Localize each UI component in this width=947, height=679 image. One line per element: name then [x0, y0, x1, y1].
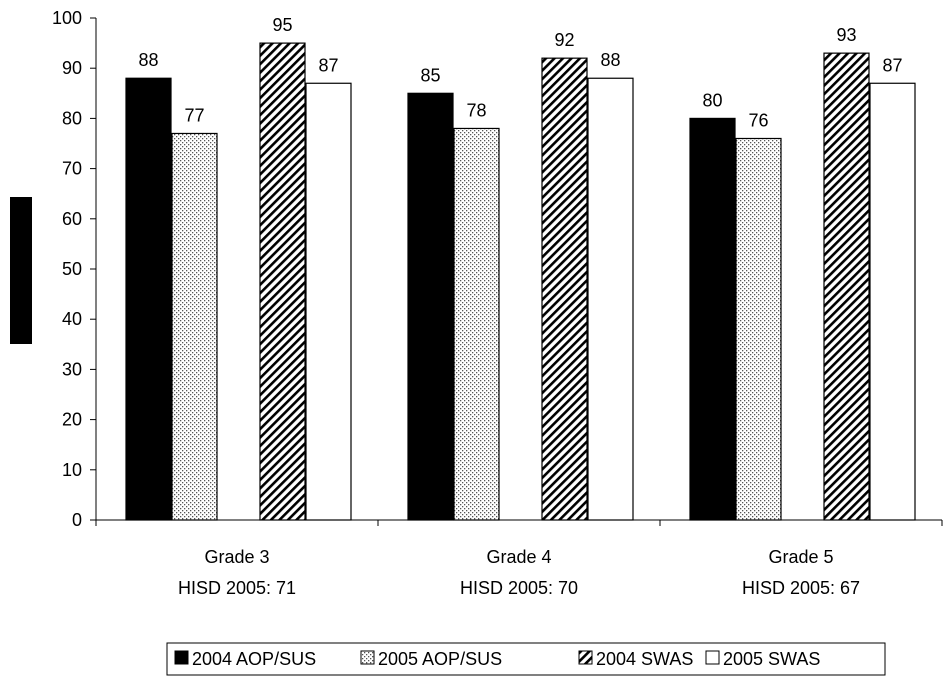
legend-swatch-2004-aop-sus [174, 650, 189, 665]
legend-label-2005-aop-sus: 2005 AOP/SUS [378, 649, 502, 669]
y-axis-label-block [10, 197, 32, 344]
bar-2005-swas-grade-3 [305, 82, 352, 521]
data-label-2004-swas-grade-5: 93 [836, 25, 856, 45]
y-tick-label: 0 [72, 510, 82, 530]
y-tick-label: 60 [62, 209, 82, 229]
data-label-2005-aop-sus-grade-4: 78 [466, 100, 486, 120]
bar-2004-swas-grade-5 [823, 52, 870, 521]
data-label-2004-swas-grade-3: 95 [272, 15, 292, 35]
data-label-2004-swas-grade-4: 92 [554, 30, 574, 50]
data-label-2004-aop-sus-grade-4: 85 [420, 65, 440, 85]
axes-layer: 0 10 20 30 40 50 60 70 80 90 100 Grade 3 HISD 2005: … [52, 8, 943, 598]
y-tick-label: 40 [62, 309, 82, 329]
legend-label-2005-swas: 2005 SWAS [723, 649, 820, 669]
y-tick-label: 30 [62, 359, 82, 379]
bar-2005-aop-sus-grade-4 [453, 127, 500, 521]
data-label-2005-swas-grade-5: 87 [882, 55, 902, 75]
data-label-2005-swas-grade-4: 88 [600, 50, 620, 70]
data-label-2005-aop-sus-grade-5: 76 [748, 110, 768, 130]
legend-swatch-2005-aop-sus [360, 650, 375, 665]
legend: 2004 AOP/SUS 2005 AOP/SUS 2004 SWAS 2005 SW… [166, 642, 886, 676]
category-label: Grade 4 [486, 547, 551, 567]
y-tick-label: 80 [62, 108, 82, 128]
category-sublabel: HISD 2005: 70 [460, 578, 578, 598]
legend-swatch-2004-swas [578, 650, 593, 665]
data-label-2004-aop-sus-grade-5: 80 [702, 90, 722, 110]
legend-label-2004-swas: 2004 SWAS [596, 649, 693, 669]
legend-box [166, 642, 886, 676]
category-sublabel: HISD 2005: 67 [742, 578, 860, 598]
category-label: Grade 5 [768, 547, 833, 567]
legend-swatch-2005-swas [705, 650, 720, 665]
y-tick-label: 90 [62, 58, 82, 78]
bar-2004-aop-sus-grade-3 [125, 77, 172, 521]
data-label-2005-swas-grade-3: 87 [318, 55, 338, 75]
y-tick-label: 50 [62, 259, 82, 279]
category-sublabel: HISD 2005: 71 [178, 578, 296, 598]
data-labels-layer: 88 85 80 77 78 76 95 92 93 87 88 87 [138, 15, 902, 130]
y-tick-label: 70 [62, 159, 82, 179]
bar-2005-swas-grade-4 [587, 77, 634, 521]
bar-2005-swas-grade-5 [869, 82, 916, 521]
bar-2004-swas-grade-4 [541, 57, 588, 521]
legend-label-2004-aop-sus: 2004 AOP/SUS [192, 649, 316, 669]
y-tick-label: 20 [62, 410, 82, 430]
y-tick-label: 10 [62, 460, 82, 480]
bar-2004-aop-sus-grade-5 [689, 117, 736, 521]
data-label-2004-aop-sus-grade-3: 88 [138, 50, 158, 70]
category-label: Grade 3 [204, 547, 269, 567]
y-tick-label: 100 [52, 8, 82, 28]
bar-2004-swas-grade-3 [259, 42, 306, 521]
bar-2005-aop-sus-grade-5 [735, 137, 782, 521]
bar-2005-aop-sus-grade-3 [171, 132, 218, 521]
bar-2004-aop-sus-grade-4 [407, 92, 454, 521]
bars-layer [125, 42, 916, 521]
data-label-2005-aop-sus-grade-3: 77 [184, 105, 204, 125]
